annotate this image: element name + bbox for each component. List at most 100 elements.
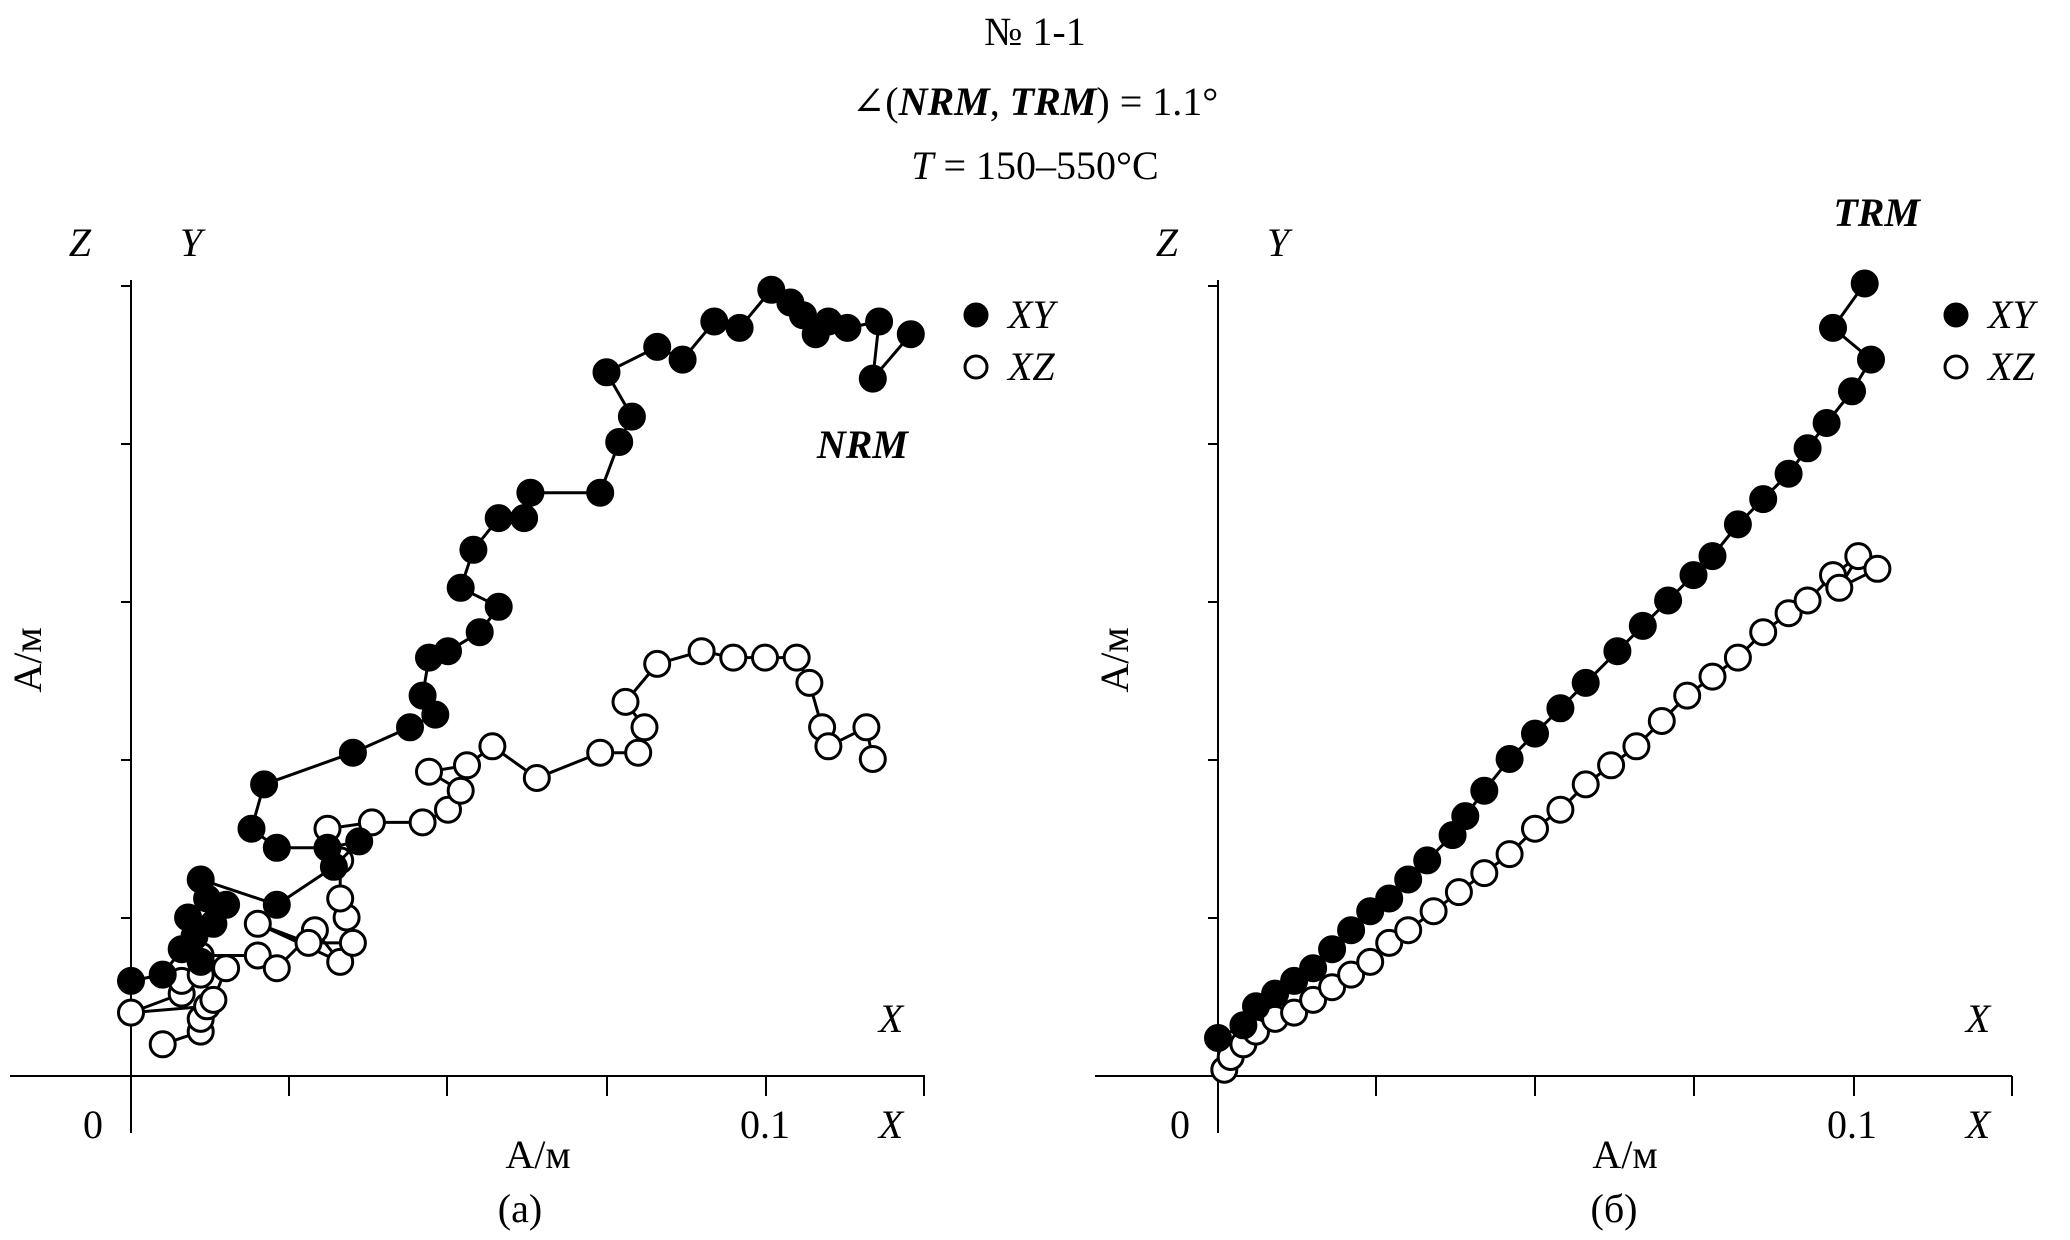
series-line	[130, 649, 875, 1046]
x-axis-label: А/м	[505, 1132, 570, 1177]
legend-label-xz: XZ	[1006, 344, 1055, 389]
data-point-filled	[313, 833, 342, 862]
angle-line: ∠(NRM, TRM) = 1.1°	[0, 78, 2070, 126]
data-point-filled	[896, 320, 925, 349]
data-point-filled	[833, 313, 862, 342]
panel-label: (б)	[1591, 1186, 1638, 1231]
data-point-filled	[1394, 865, 1423, 894]
data-point-open	[1863, 554, 1892, 583]
data-point-filled	[1571, 668, 1600, 697]
data-point-open	[1444, 878, 1473, 907]
legend-marker-filled	[1943, 302, 1969, 328]
data-point-open	[1356, 947, 1385, 976]
legend-label-xy: XY	[1006, 292, 1058, 337]
data-point-filled	[262, 890, 291, 919]
sample-number-text: № 1-1	[984, 9, 1086, 54]
data-point-filled	[592, 358, 621, 387]
data-point-filled	[1242, 992, 1270, 1021]
x-axis-name-lower: X	[1964, 1102, 1992, 1147]
data-point-open	[1299, 985, 1328, 1014]
y-axis-label: А/м	[1092, 627, 1137, 692]
x-axis-label: А/м	[1592, 1132, 1657, 1177]
data-point-open	[1521, 814, 1549, 843]
data-point-open	[1571, 770, 1600, 799]
series-line	[1217, 282, 1873, 1040]
data-point-filled	[1857, 345, 1885, 374]
data-point-filled	[186, 947, 215, 976]
data-point-filled	[605, 428, 634, 456]
data-point-open	[453, 751, 481, 780]
data-point-open	[1673, 681, 1702, 710]
y-axis-label: А/м	[5, 627, 50, 692]
x-axis-name-upper: X	[1964, 996, 1992, 1041]
data-point-open	[586, 738, 615, 767]
data-point-open	[446, 776, 475, 805]
data-point-filled	[408, 681, 437, 710]
data-point-filled	[1603, 637, 1632, 666]
data-point-filled	[700, 307, 729, 336]
temp-variable: T	[911, 143, 934, 188]
data-point-open	[357, 808, 386, 837]
data-point-open	[522, 764, 551, 792]
data-point-filled	[516, 478, 545, 507]
data-point-filled	[1793, 434, 1822, 463]
data-point-open	[478, 732, 507, 761]
data-point-filled	[186, 865, 215, 894]
x-axis-name-lower: X	[877, 1102, 905, 1147]
data-point-open	[1622, 732, 1651, 761]
data-point-open	[148, 1030, 177, 1059]
x-axis-name-upper: X	[877, 996, 905, 1041]
panel-label: (а)	[498, 1186, 542, 1231]
data-point-filled	[1356, 897, 1385, 926]
data-point-open	[262, 954, 291, 983]
data-point-filled	[1838, 377, 1866, 406]
data-point-filled	[1299, 954, 1328, 983]
data-point-filled	[262, 833, 291, 862]
data-point-filled	[212, 890, 241, 919]
data-point-filled	[1375, 884, 1404, 913]
x-tick-label-zero: 0	[83, 1102, 103, 1147]
data-point-filled	[396, 713, 424, 742]
curve-label: NRM	[816, 422, 910, 467]
legend-marker-filled	[963, 302, 989, 328]
data-point-filled	[1723, 510, 1752, 539]
data-point-open	[611, 687, 640, 716]
data-point-filled	[1850, 269, 1879, 298]
data-point-filled	[1749, 485, 1778, 514]
data-point-open	[751, 643, 779, 672]
panel-trm: Z Y X X 0 0.1 А/м А/м (б) TRM XY XZ	[1092, 190, 2038, 1231]
data-point-filled	[250, 770, 279, 799]
data-point-open	[1793, 586, 1822, 615]
data-point-open	[1470, 859, 1499, 888]
data-point-open	[1774, 599, 1803, 628]
data-point-filled	[484, 592, 513, 621]
data-point-open	[1749, 618, 1778, 647]
data-point-filled	[1337, 916, 1366, 945]
data-point-open	[1844, 542, 1873, 571]
data-point-filled	[1521, 719, 1549, 748]
data-point-filled	[617, 402, 646, 431]
data-point-open	[1723, 643, 1752, 672]
data-point-filled	[1470, 776, 1499, 805]
data-point-open	[1280, 998, 1309, 1027]
data-point-filled	[1812, 409, 1841, 437]
legend: XY XZ	[963, 292, 1058, 389]
data-point-open	[782, 643, 811, 672]
data-point-filled	[1546, 694, 1575, 723]
data-point-filled	[1261, 979, 1290, 1008]
data-point-filled	[446, 573, 475, 602]
data-point-filled	[421, 700, 450, 729]
data-point-filled	[1628, 611, 1657, 640]
data-point-open	[1337, 960, 1366, 989]
series-xz	[117, 637, 887, 1059]
data-point-filled	[858, 364, 887, 393]
temperature-line: T = 150–550°C	[0, 142, 2070, 190]
data-point-open	[624, 738, 653, 767]
data-point-filled	[1318, 935, 1347, 964]
angle-comma: ,	[989, 79, 1010, 124]
angle-suffix: ) = 1.1°	[1096, 79, 1219, 124]
temp-range: = 150–550°C	[933, 143, 1159, 188]
data-point-open	[1394, 916, 1423, 945]
data-point-open	[852, 713, 881, 742]
